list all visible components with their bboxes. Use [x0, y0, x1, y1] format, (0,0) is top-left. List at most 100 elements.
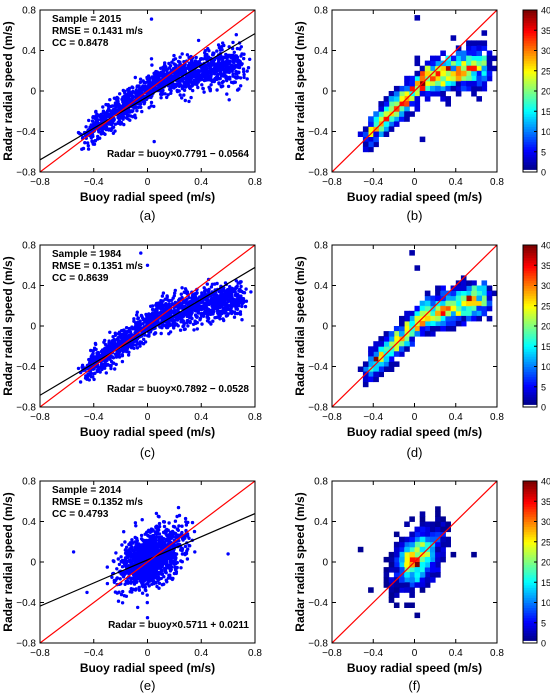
heatmap-cell [460, 300, 467, 307]
scatter-point [158, 541, 162, 545]
heatmap-cell [440, 310, 446, 317]
scatter-point [144, 588, 148, 593]
heatmap-cell [404, 101, 410, 107]
scatter-point [95, 115, 99, 120]
scatter-point [125, 560, 129, 565]
heatmap-cell [455, 305, 462, 312]
scatter-point [219, 72, 223, 77]
scatter-point [142, 538, 146, 543]
colorbar-step [523, 361, 537, 365]
colorbar-step [523, 75, 537, 79]
scatter-point [180, 532, 184, 536]
heatmap-cell [388, 116, 395, 122]
colorbar-step [523, 290, 537, 294]
heatmap-cell [409, 567, 415, 573]
scatter-point [182, 290, 186, 294]
scatter-point [120, 353, 125, 357]
scatter-point [137, 549, 141, 554]
heatmap-cell [388, 366, 395, 372]
scatter-point [145, 92, 149, 97]
scatter-point [167, 546, 171, 550]
heatmap-cell [409, 75, 415, 82]
scatter-point [185, 318, 190, 323]
colorbar-step [523, 131, 537, 135]
colorbar-step [523, 386, 537, 390]
scatter-point [205, 302, 209, 306]
scatter-point [115, 591, 120, 595]
scatter-point [133, 521, 138, 525]
heatmap-cell [378, 361, 384, 367]
heatmap-cell [399, 315, 405, 322]
colorbar-step [523, 169, 537, 173]
x-tick-label: −0.8 [30, 648, 50, 659]
scatter-point [231, 40, 235, 45]
colorbar-step [523, 159, 537, 163]
scatter-point [91, 349, 96, 353]
heatmap-cell [388, 356, 395, 362]
heatmap-cell [368, 126, 374, 132]
heatmap-cell [383, 366, 390, 372]
heatmap-cell [471, 65, 477, 72]
scatter-point [120, 560, 124, 564]
scatter-point [136, 605, 140, 610]
scatter-point [166, 298, 170, 302]
scatter-point [219, 85, 224, 89]
scatter-point [126, 96, 131, 100]
scatter-point [93, 139, 97, 143]
heatmap-cell [393, 351, 400, 357]
colorbar-step [523, 401, 537, 405]
heatmap-cell [455, 85, 462, 92]
scatter-point [205, 66, 209, 71]
scatter-point [165, 295, 169, 299]
scatter-point [206, 314, 210, 318]
scatter-point [242, 291, 247, 295]
scatter-point [147, 584, 151, 588]
colorbar-step [523, 116, 537, 120]
scatter-point [185, 549, 189, 553]
scatter-point [239, 294, 243, 298]
scatter-point [139, 537, 144, 541]
heatmap-cell [399, 346, 405, 352]
scatter-point [190, 309, 194, 314]
scatter-point [138, 102, 142, 106]
scatter-point [170, 529, 175, 534]
scatter-point [107, 127, 112, 131]
scatter-point [76, 366, 81, 371]
panel-caption: (b) [407, 208, 423, 223]
heatmap-cell [440, 50, 446, 56]
scatter-point [190, 66, 194, 71]
scatter-point [233, 287, 237, 291]
colorbar-step [523, 166, 537, 170]
scatter-point [150, 63, 154, 67]
colorbar-step [523, 328, 537, 332]
colorbar-step [523, 346, 537, 350]
scatter-point [222, 288, 226, 292]
heatmap-cell [404, 315, 410, 322]
colorbar-step [523, 260, 537, 264]
heatmap-cell [430, 80, 436, 87]
heatmap-cell [476, 50, 482, 56]
heatmap-cell [450, 295, 457, 302]
heatmap-cell [362, 366, 369, 372]
scatter-point [190, 70, 195, 75]
scatter-point [226, 287, 230, 292]
scatter-point [78, 380, 83, 384]
scatter-point [193, 75, 198, 79]
scatter-point [165, 322, 169, 327]
scatter-point [135, 313, 139, 317]
scatter-point [178, 93, 182, 97]
scatter-point [186, 308, 191, 312]
heatmap-cell [368, 136, 374, 143]
regression-line [40, 266, 255, 396]
scatter-point [109, 366, 113, 371]
plot-area [40, 481, 255, 643]
scatter-point [143, 556, 147, 561]
heatmap-cell [450, 320, 457, 327]
scatter-point [116, 557, 121, 561]
scatter-point [233, 64, 237, 68]
scatter-point [210, 308, 215, 312]
scatter-point [238, 280, 242, 284]
scatter-point [81, 146, 86, 151]
scatter-point [119, 592, 124, 597]
regression-equation: Radar = buoy×0.5711 + 0.0211 [108, 620, 249, 631]
